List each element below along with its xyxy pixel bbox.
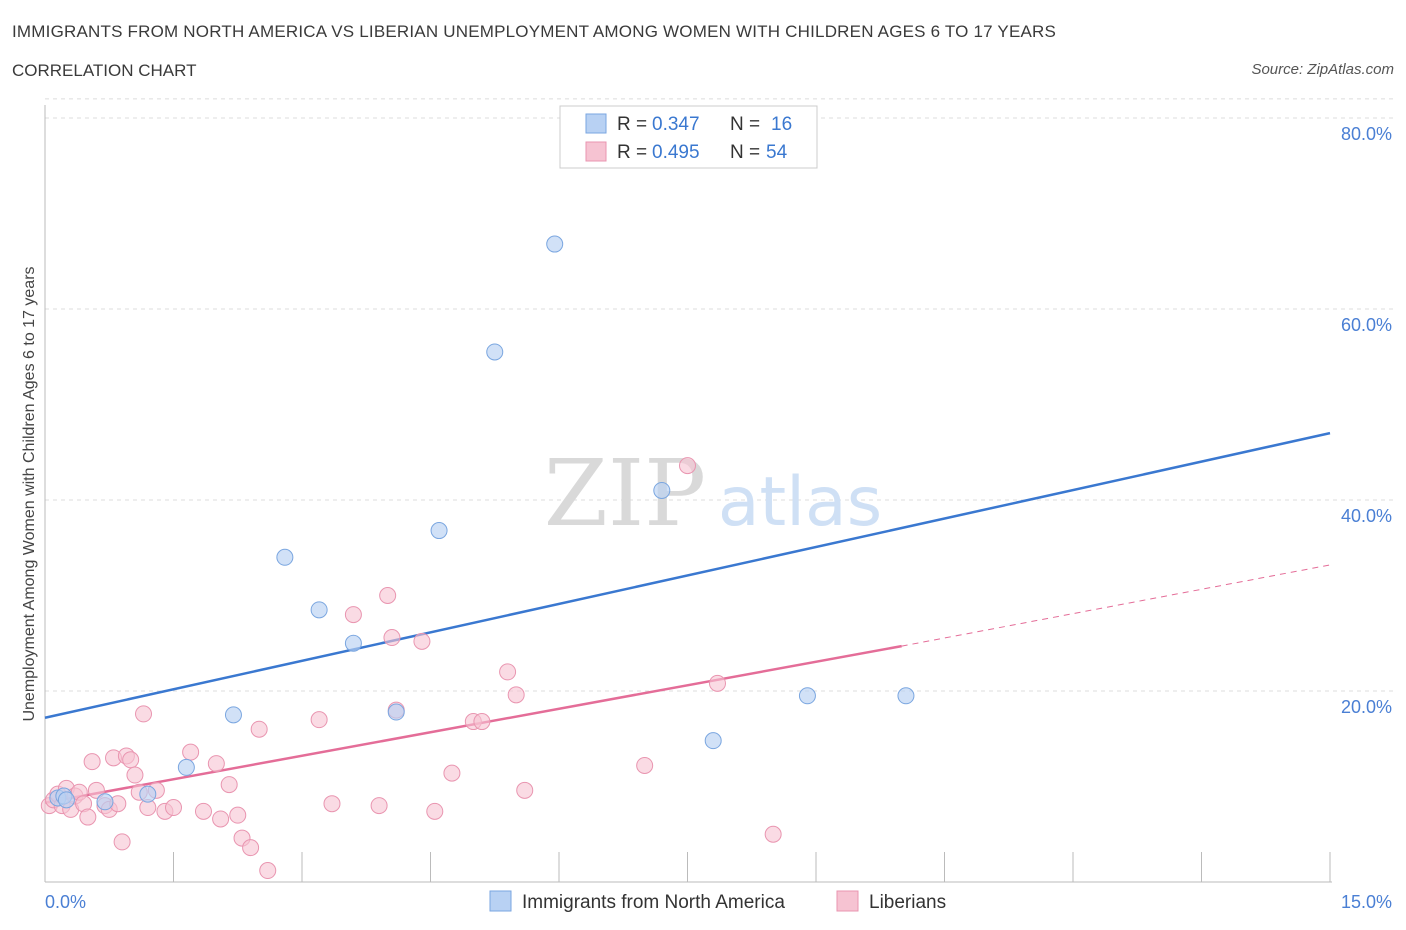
immigrants-point xyxy=(224,706,242,724)
immigrants-point xyxy=(897,687,915,705)
y-tick-label: 40.0% xyxy=(1341,506,1392,526)
pink-n-value: 54 xyxy=(766,142,788,163)
immigrants-point xyxy=(653,481,671,499)
source-label: Source: ZipAtlas.com xyxy=(1251,61,1394,78)
data-points xyxy=(40,235,915,880)
chart-subtitle: CORRELATION CHART xyxy=(12,61,197,80)
x-tick-label-end: 15.0% xyxy=(1341,892,1392,912)
liberians-trend-extension xyxy=(901,564,1331,647)
liberians-point xyxy=(126,766,144,784)
chart-title: IMMIGRANTS FROM NORTH AMERICA VS LIBERIA… xyxy=(12,22,1057,41)
liberians-point xyxy=(370,797,388,815)
immigrants-point xyxy=(704,732,722,750)
grid-lines xyxy=(45,98,1395,692)
liberians-point xyxy=(212,810,230,828)
liberians-point xyxy=(194,802,212,820)
liberians-point xyxy=(310,711,328,729)
legend-label-immigrants: Immigrants from North America xyxy=(522,892,785,913)
watermark-atlas: atlas xyxy=(718,463,882,542)
y-tick-label: 20.0% xyxy=(1341,697,1392,717)
liberians-point xyxy=(344,606,362,624)
legend-swatch-liberians xyxy=(836,890,859,912)
liberians-point xyxy=(507,686,525,704)
tick-labels: 20.0% 40.0% 60.0% 80.0% 0.0% 15.0% xyxy=(45,124,1392,912)
legend-swatch-immigrants xyxy=(489,890,512,912)
immigrants-point xyxy=(546,235,564,253)
y-axis-label: Unemployment Among Women with Children A… xyxy=(21,266,38,721)
liberians-point xyxy=(83,753,101,771)
y-tick-label: 80.0% xyxy=(1341,124,1392,144)
immigrants-point xyxy=(430,522,448,540)
liberians-point xyxy=(516,781,534,799)
watermark: ZIP atlas xyxy=(544,440,882,547)
liberians-point xyxy=(87,781,105,799)
blue-r-label: R = xyxy=(617,114,647,135)
liberians-point xyxy=(79,808,97,826)
immigrants-point xyxy=(387,703,405,721)
liberians-point xyxy=(679,457,696,475)
pink-r-label: R = xyxy=(617,142,647,163)
immigrants-point xyxy=(486,343,504,361)
immigrants-point xyxy=(310,601,328,619)
legend-label-liberians: Liberians xyxy=(869,892,946,913)
liberians-point xyxy=(413,632,431,650)
immigrants-point xyxy=(798,687,816,705)
liberians-point xyxy=(250,720,268,738)
y-tick-label: 60.0% xyxy=(1341,315,1392,335)
immigrants-point xyxy=(96,793,114,811)
liberians-point xyxy=(323,795,341,813)
liberians-point xyxy=(708,674,726,692)
pink-r-value: 0.495 xyxy=(652,142,700,163)
axes xyxy=(44,105,1332,883)
bottom-legend: Immigrants from North America Liberians xyxy=(489,890,946,913)
liberians-point xyxy=(379,587,397,604)
liberians-point xyxy=(220,776,238,794)
stats-legend: R = 0.347 N = 16 R = 0.495 N = 54 xyxy=(559,105,818,169)
liberians-point xyxy=(383,629,401,647)
liberians-point xyxy=(499,663,517,681)
pink-series-swatch xyxy=(585,141,607,162)
blue-n-value: 16 xyxy=(771,114,792,135)
watermark-zip: ZIP xyxy=(544,440,706,547)
liberians-point xyxy=(135,705,153,723)
liberians-point xyxy=(113,833,131,851)
liberians-point xyxy=(473,713,491,731)
liberians-point xyxy=(207,755,225,773)
liberians-point xyxy=(182,743,200,761)
liberians-point xyxy=(229,806,247,824)
liberians-point xyxy=(242,839,260,857)
pink-n-label: N = xyxy=(730,142,760,163)
liberians-point xyxy=(122,751,140,769)
immigrants-point xyxy=(344,634,362,652)
immigrants-point xyxy=(57,791,75,809)
blue-n-label: N = xyxy=(730,114,760,135)
immigrants-point xyxy=(276,548,294,566)
liberians-point xyxy=(426,802,444,820)
x-tick-label-start: 0.0% xyxy=(45,892,86,912)
liberians-point xyxy=(259,862,277,880)
liberians-point xyxy=(165,799,182,817)
liberians-point xyxy=(764,825,782,843)
blue-series-swatch xyxy=(585,113,607,134)
liberians-point xyxy=(443,764,461,782)
blue-r-value: 0.347 xyxy=(652,114,700,135)
liberians-point xyxy=(636,756,654,774)
immigrants-trend-line xyxy=(44,431,1331,719)
immigrants-point xyxy=(177,758,195,776)
immigrants-point xyxy=(139,785,157,803)
